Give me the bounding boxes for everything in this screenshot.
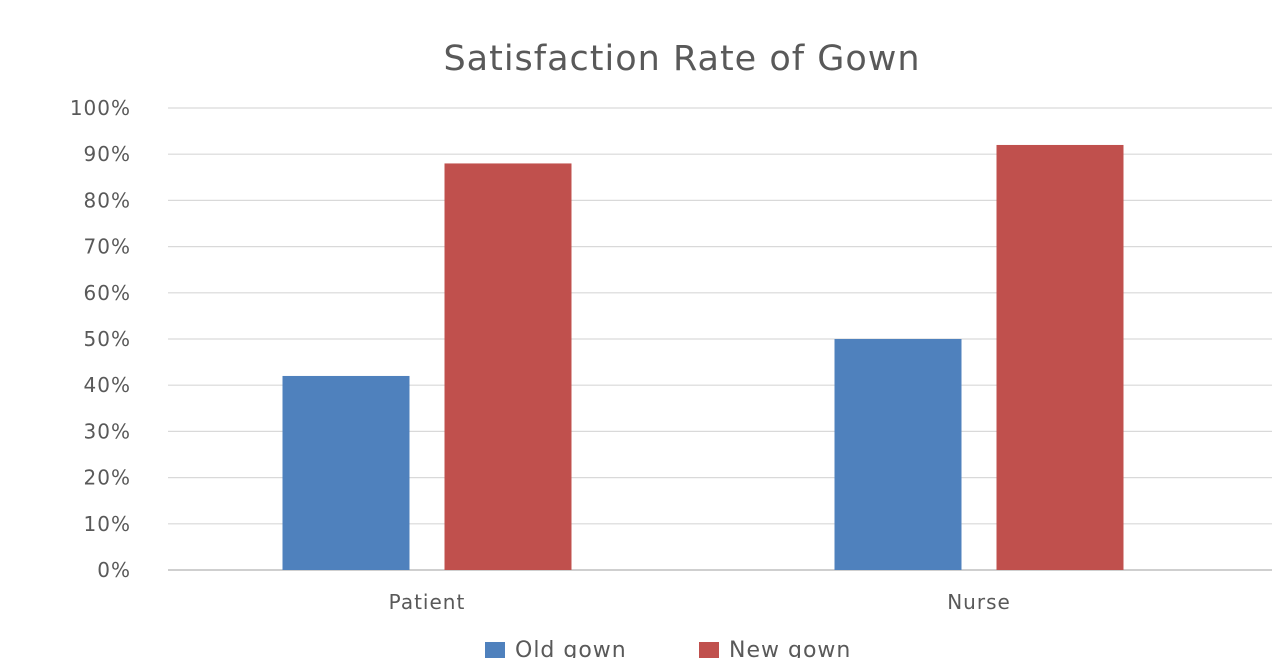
legend-swatch [699,642,719,658]
bar-old-gown-nurse [834,339,962,570]
y-axis-ticks: 0% 10% 20% 30% 40% 50% 60% 70% 80% 90% 100% [70,96,131,582]
y-tick-label: 80% [84,188,131,212]
y-tick-label: 0% [97,558,131,582]
y-tick-label: 60% [84,281,131,305]
bar-new-gown-nurse [996,144,1124,570]
y-tick-label: 10% [84,512,131,536]
y-tick-label: 90% [84,142,131,166]
legend-swatch [485,642,505,658]
y-tick-label: 30% [84,419,131,443]
y-tick-label: 70% [84,235,131,259]
x-tick-label: Nurse [947,590,1011,614]
legend-label: Old gown [515,638,627,658]
bar-new-gown-patient [444,163,572,570]
legend: Old gown New gown [485,638,851,658]
bars [282,144,1124,570]
x-axis-ticks: Patient Nurse [389,590,1011,614]
y-tick-label: 20% [84,466,131,490]
chart-title: Satisfaction Rate of Gown [443,39,920,79]
y-tick-label: 40% [84,373,131,397]
bar-old-gown-patient [282,375,410,570]
y-tick-label: 100% [70,96,131,120]
legend-label: New gown [729,638,851,658]
x-tick-label: Patient [389,590,466,614]
y-tick-label: 50% [84,327,131,351]
